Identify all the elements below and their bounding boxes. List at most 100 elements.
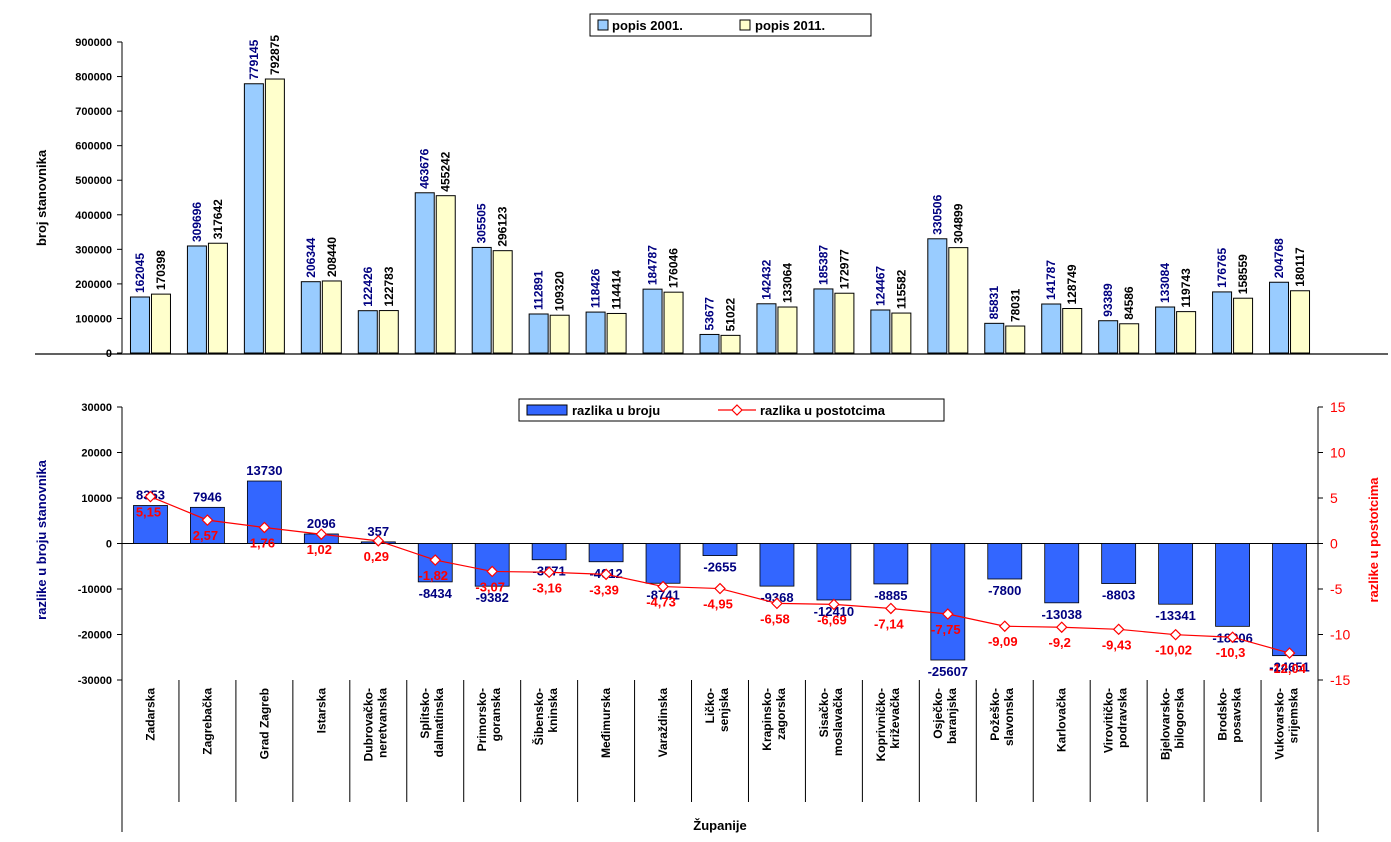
x-axis-title: Županije xyxy=(693,818,746,833)
top-bar-2001 xyxy=(756,303,777,354)
difference-bar xyxy=(645,543,681,584)
top-bar-2011 xyxy=(1176,311,1197,354)
category-label: Splitsko- xyxy=(418,688,432,739)
top-bar-value-label: 792875 xyxy=(268,35,282,75)
top-y-tick-label: 900000 xyxy=(75,37,112,49)
top-bar-2011 xyxy=(492,250,513,354)
top-bar-value-label: 309696 xyxy=(190,202,204,242)
bottom-y2-tick-label: -10 xyxy=(1330,627,1350,643)
top-bar-2011 xyxy=(378,310,399,354)
percent-value-label: 1,76 xyxy=(250,535,275,550)
difference-value-label: -24651 xyxy=(1269,660,1309,675)
category-label: Vukovarsko- xyxy=(1273,688,1287,760)
top-bar-2001 xyxy=(642,288,663,354)
top-bar-value-label: 133084 xyxy=(1158,263,1172,303)
top-bar-value-label: 204768 xyxy=(1272,238,1286,278)
percent-marker xyxy=(543,566,555,579)
top-bar-2001 xyxy=(1155,306,1176,354)
difference-bar xyxy=(1158,543,1194,605)
category-label: Zagrebačka xyxy=(200,688,214,755)
percent-marker xyxy=(941,608,954,620)
difference-bar xyxy=(702,543,738,556)
top-bar-value-label: 162045 xyxy=(133,253,147,293)
percent-marker xyxy=(714,582,726,595)
top-bar-value-label: 78031 xyxy=(1008,288,1022,322)
category-label: slavonska xyxy=(1002,688,1016,746)
bottom-y-tick-label: 10000 xyxy=(81,493,112,505)
category-label: Brodsko- xyxy=(1216,688,1230,741)
bottom-y2-tick-label: -15 xyxy=(1330,672,1350,688)
top-y-tick-label: 400000 xyxy=(75,210,112,222)
bottom-y2-tick-label: 10 xyxy=(1330,445,1346,461)
top-y-tick-label: 0 xyxy=(106,348,112,360)
category-label: Grad Zagreb xyxy=(257,688,271,759)
top-bar-2001 xyxy=(243,83,264,354)
top-y-tick-label: 100000 xyxy=(75,313,112,325)
category-label: Sisačko- xyxy=(817,688,831,737)
difference-bar xyxy=(759,543,795,587)
percent-value-label: -7,14 xyxy=(874,616,904,631)
percent-value-label: -6,69 xyxy=(817,612,847,627)
top-bar-2011 xyxy=(321,280,342,354)
top-bar-value-label: 51022 xyxy=(724,298,738,332)
percent-value-label: -4,95 xyxy=(703,597,733,612)
legend-swatch-difference xyxy=(526,404,568,416)
top-bar-2001 xyxy=(357,310,378,354)
top-bar-2001 xyxy=(1212,291,1233,354)
top-bar-2001 xyxy=(984,322,1005,354)
percent-marker xyxy=(600,568,612,581)
bottom-y2-tick-label: 15 xyxy=(1330,399,1346,415)
top-bar-value-label: 176046 xyxy=(667,248,681,288)
top-bar-2001 xyxy=(585,311,606,354)
top-y-tick-label: 600000 xyxy=(75,141,112,153)
category-label: Osječko- xyxy=(931,688,945,739)
top-bar-2001 xyxy=(870,309,891,354)
legend-label-percent: razlika u postotcima xyxy=(760,403,886,418)
top-bar-value-label: 142432 xyxy=(759,259,773,299)
top-bar-2011 xyxy=(1005,325,1026,354)
category-label: Varaždinska xyxy=(656,688,670,758)
percent-value-label: 0,29 xyxy=(364,549,389,564)
difference-value-label: 7946 xyxy=(193,489,222,504)
bottom-y-axis-title: razlike u broju stanovnika xyxy=(34,459,49,619)
difference-value-label: -13038 xyxy=(1041,607,1081,622)
difference-value-label: -8885 xyxy=(874,588,907,603)
category-label: Zadarska xyxy=(143,688,157,741)
percent-marker xyxy=(1283,647,1296,659)
top-bar-2011 xyxy=(1290,290,1311,354)
difference-value-label: -12410 xyxy=(814,604,854,619)
category-label: Koprivničko- xyxy=(874,688,888,761)
percent-value-label: -10,02 xyxy=(1155,643,1192,658)
category-label: dalmatinska xyxy=(432,688,446,758)
bottom-y-tick-label: -30000 xyxy=(78,675,112,687)
top-bar-value-label: 779145 xyxy=(247,39,261,79)
top-bar-2011 xyxy=(1233,297,1254,354)
difference-bar xyxy=(531,543,567,561)
bottom-y2-tick-label: 0 xyxy=(1330,536,1338,552)
category-label: kninska xyxy=(546,688,560,733)
category-label: križevačka xyxy=(888,688,902,749)
difference-value-label: 13730 xyxy=(246,463,282,478)
top-bar-2001 xyxy=(414,192,435,354)
top-bar-2011 xyxy=(891,312,912,354)
top-bar-value-label: 170398 xyxy=(154,250,168,290)
top-bar-value-label: 84586 xyxy=(1122,286,1136,320)
percent-marker xyxy=(144,490,157,503)
top-bar-2001 xyxy=(471,246,492,354)
top-bar-value-label: 208440 xyxy=(325,237,339,277)
top-bar-value-label: 176765 xyxy=(1215,248,1229,288)
top-bar-value-label: 124467 xyxy=(873,266,887,306)
legend-label-2011: popis 2011. xyxy=(755,18,825,33)
top-bar-value-label: 133064 xyxy=(780,263,794,303)
top-bar-2011 xyxy=(549,314,570,354)
percent-value-label: -3,07 xyxy=(475,579,505,594)
bottom-y-tick-label: -10000 xyxy=(78,584,112,596)
top-bar-value-label: 93389 xyxy=(1101,283,1115,317)
category-label: Šibensko- xyxy=(531,688,546,745)
top-bar-value-label: 122783 xyxy=(382,266,396,306)
top-bar-value-label: 172977 xyxy=(837,249,851,289)
top-bar-2001 xyxy=(699,333,720,354)
top-bar-value-label: 85831 xyxy=(987,286,1001,320)
difference-bar xyxy=(1215,543,1250,627)
